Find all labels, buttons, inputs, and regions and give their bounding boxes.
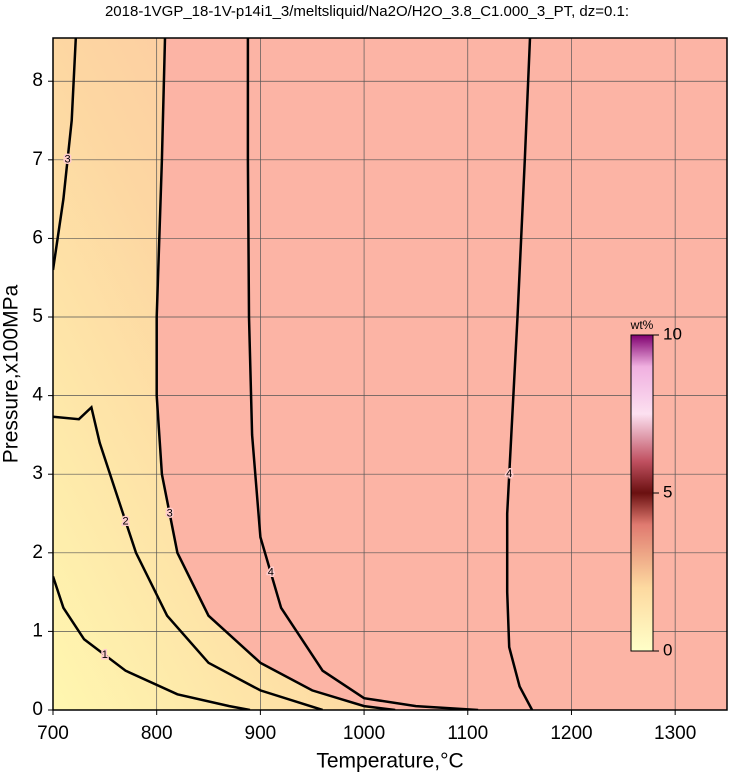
y-tick-label: 5 <box>32 306 43 327</box>
contour-line <box>155 38 396 710</box>
contour-line <box>246 38 479 710</box>
colorbar-tick-label: 0 <box>663 640 672 659</box>
contour-line <box>53 38 78 271</box>
y-tick-label: 6 <box>32 227 43 248</box>
y-tick-label: 2 <box>32 542 43 563</box>
y-tick-label: 8 <box>32 70 43 91</box>
colorbar <box>630 334 654 652</box>
x-tick-label: 1300 <box>654 723 696 744</box>
contour-label: 3 <box>64 154 70 166</box>
colorbar-label: wt% <box>630 318 654 332</box>
chart-title: 2018-1VGP_18-1V-p14i1_3/meltsliquid/Na2O… <box>105 3 629 20</box>
contour-label: 3 <box>167 507 173 519</box>
y-axis-label: Pressure,x100MPa <box>0 284 23 463</box>
contour-line <box>53 405 323 710</box>
y-tick-label: 1 <box>32 620 43 641</box>
contour-label: 4 <box>268 566 274 578</box>
y-tick-label: 4 <box>32 385 43 406</box>
contour-label: 4 <box>506 468 512 480</box>
shaded-region <box>53 38 396 710</box>
frame <box>52 37 728 711</box>
x-tick-label: 1000 <box>343 723 385 744</box>
y-tick-label: 7 <box>32 149 43 170</box>
colorbar-tick-label: 5 <box>663 482 672 501</box>
x-tick-label: 900 <box>245 723 277 744</box>
contour-line <box>505 38 534 710</box>
colorbar-tick-label: 10 <box>663 324 682 343</box>
x-axis-label: Temperature,°C <box>316 750 463 773</box>
plot-area: 1 2 3 3 4 4 <box>53 38 727 710</box>
x-tick-label: 800 <box>141 723 173 744</box>
y-tick-label: 0 <box>32 699 43 720</box>
x-tick-label: 1200 <box>550 723 592 744</box>
contour-label: 2 <box>123 515 129 527</box>
contour-line <box>53 576 251 710</box>
y-tick-label: 3 <box>32 463 43 484</box>
x-tick-label: 1100 <box>447 723 488 744</box>
x-tick-label: 700 <box>37 723 69 744</box>
contour-label: 1 <box>102 649 108 661</box>
